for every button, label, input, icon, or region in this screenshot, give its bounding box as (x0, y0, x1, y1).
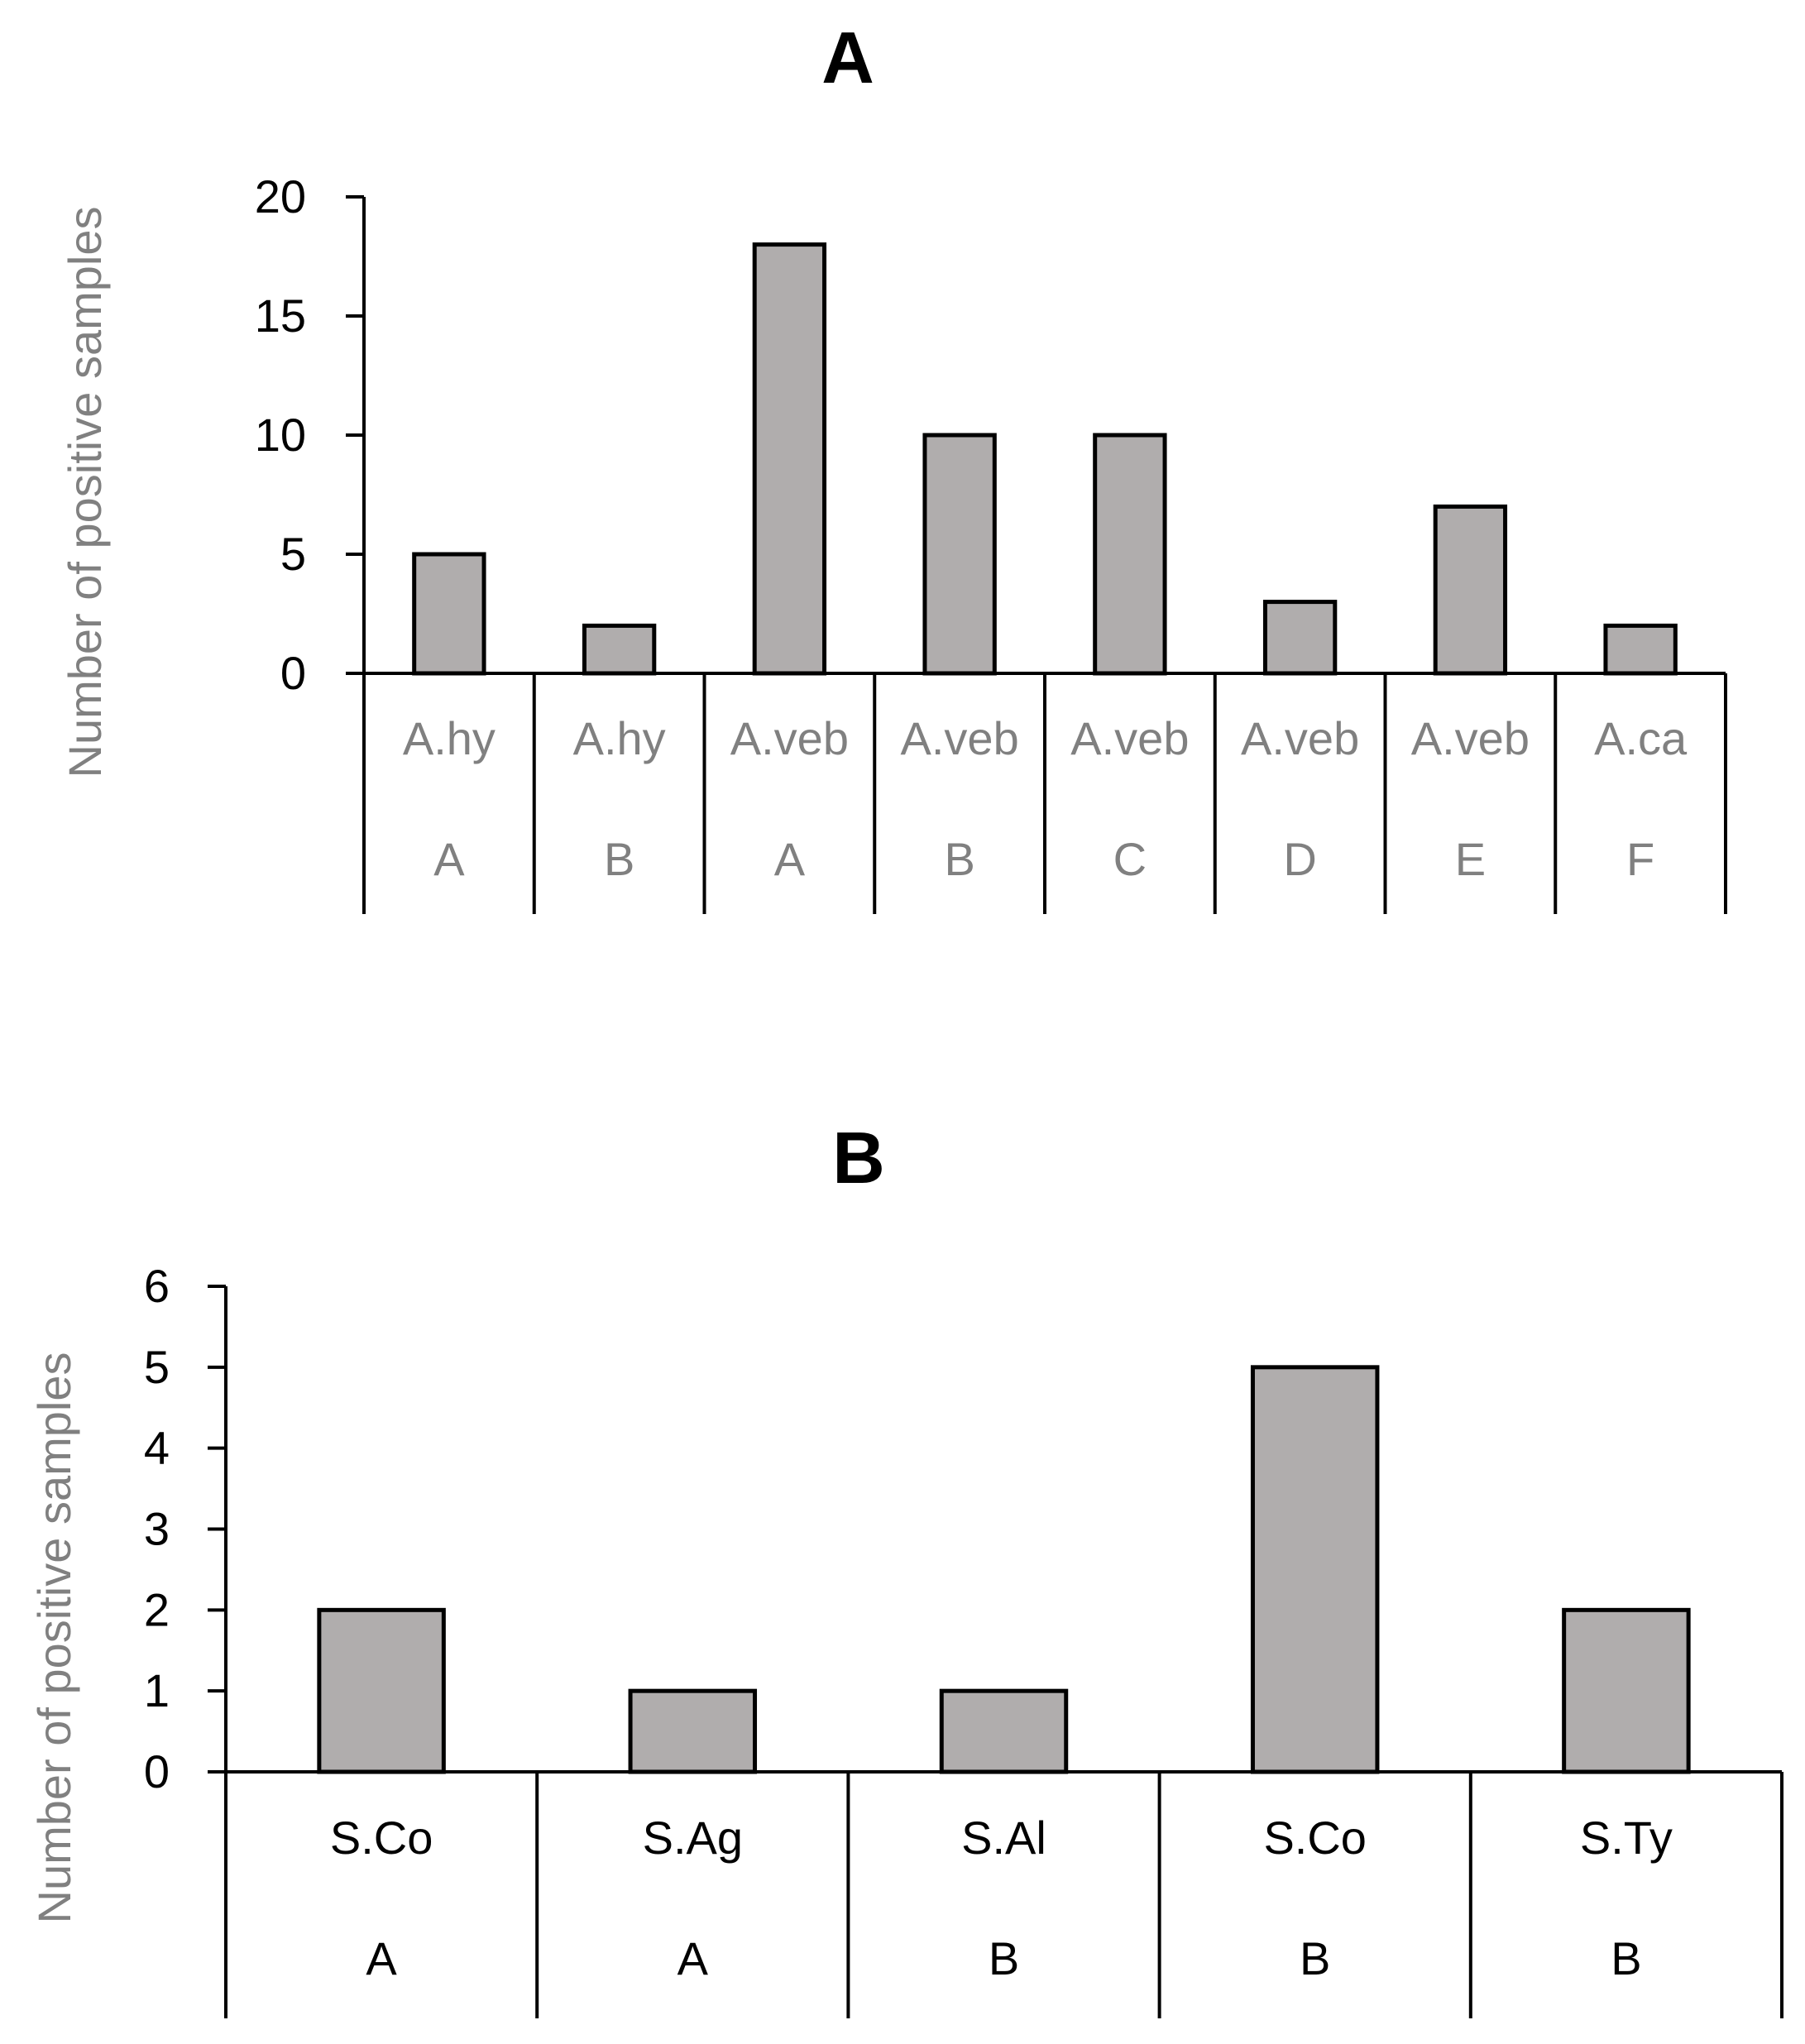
bar-aveb-a (752, 242, 827, 676)
x-category-species-label: S.Co (1263, 1812, 1367, 1864)
y-tick-label: 0 (280, 647, 306, 699)
bar-ahy-b (582, 623, 657, 676)
y-tick-label: 4 (144, 1422, 170, 1474)
x-category-species-label: A.veb (901, 712, 1019, 764)
y-axis-label: Number of positive samples (28, 1352, 80, 1924)
chart-title: A (821, 17, 874, 98)
panel-a-chart: A Number of positive samples 0 5 10 15 20 A.hy A… (59, 17, 1727, 914)
bar-sty-b (1562, 1607, 1691, 1774)
bar-aveb-c (1093, 433, 1167, 676)
bar-aveb-b (922, 433, 997, 676)
x-category-species-label: A.ca (1594, 712, 1688, 764)
x-category-species-label: S.Ag (643, 1812, 743, 1864)
x-category-species-label: A.veb (1070, 712, 1189, 764)
y-tick-label: 5 (144, 1341, 170, 1393)
x-category-group-label: A (366, 1932, 397, 1984)
bar-sco-a (317, 1607, 446, 1774)
x-category-species-label: S.Ty (1580, 1812, 1673, 1864)
bar-aveb-d (1262, 600, 1338, 676)
x-category-group-label: A (774, 833, 806, 885)
x-category-group-label: F (1626, 833, 1654, 885)
x-category-group-label: D (1283, 833, 1316, 885)
panel-b-chart: B Number of positive samples 0 1 2 3 4 5 6 S.Co A S… (28, 1117, 1783, 2018)
bar-sal-b (939, 1688, 1069, 1774)
bar-sco-b (1250, 1365, 1380, 1774)
x-category-species-label: A.hy (573, 712, 666, 764)
y-tick-label: 20 (255, 170, 306, 223)
y-tick-label: 3 (144, 1503, 170, 1555)
y-tick-label: 15 (255, 290, 306, 342)
x-category-group-label: A (677, 1932, 709, 1984)
y-tick-label: 6 (144, 1260, 170, 1312)
x-category-species-label: S.Al (961, 1812, 1046, 1864)
bar-aca-f (1603, 623, 1678, 676)
x-category-group-label: A (433, 833, 465, 885)
y-tick-label: 2 (144, 1583, 170, 1635)
x-category-species-label: A.veb (1241, 712, 1359, 764)
x-category-group-label: E (1455, 833, 1486, 885)
x-category-group-label: B (1611, 1932, 1641, 1984)
x-category-species-label: S.Co (330, 1812, 433, 1864)
x-category-group-label: B (989, 1932, 1019, 1984)
x-category-species-label: A.veb (730, 712, 849, 764)
x-category-group-label: B (1300, 1932, 1330, 1984)
bar-ahy-a (412, 552, 486, 676)
y-tick-label: 1 (144, 1664, 170, 1716)
y-tick-label: 10 (255, 409, 306, 461)
chart-title: B (832, 1117, 885, 1199)
y-tick-label: 5 (280, 528, 306, 580)
x-category-species-label: A.veb (1411, 712, 1530, 764)
bar-aveb-e (1433, 504, 1508, 676)
y-axis-label: Number of positive samples (59, 207, 111, 778)
x-category-group-label: C (1113, 833, 1147, 885)
x-category-species-label: A.hy (403, 712, 496, 764)
y-tick-label: 0 (144, 1745, 170, 1797)
bar-sag-a (628, 1688, 758, 1774)
x-category-group-label: B (604, 833, 634, 885)
x-category-group-label: B (944, 833, 974, 885)
